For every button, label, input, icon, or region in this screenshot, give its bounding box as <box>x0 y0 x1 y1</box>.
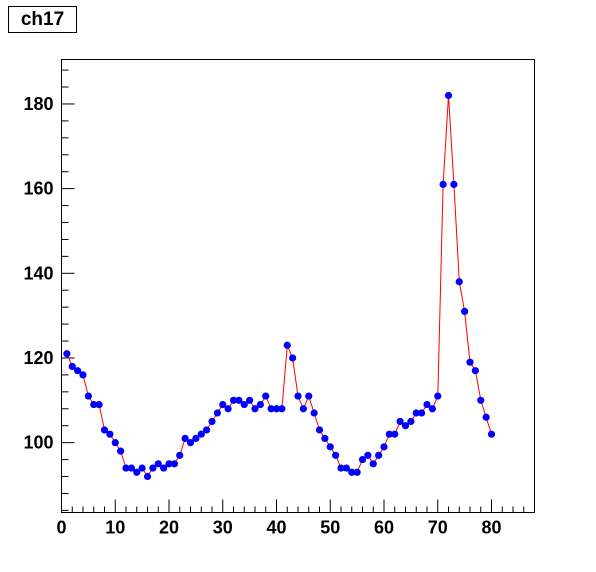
data-point <box>391 430 399 438</box>
data-point <box>262 392 270 400</box>
data-point <box>272 405 281 413</box>
data-point <box>283 341 291 349</box>
data-point <box>192 434 200 443</box>
data-point <box>423 400 431 409</box>
data-point <box>219 400 227 409</box>
data-point <box>434 392 442 400</box>
y-tick-label: 120 <box>23 348 53 368</box>
data-point <box>186 439 195 447</box>
data-point <box>133 468 141 476</box>
data-point <box>127 464 135 472</box>
data-point <box>487 430 496 438</box>
plot-frame <box>61 59 535 513</box>
data-point <box>482 413 490 421</box>
data-point <box>358 455 367 464</box>
x-tick-label: 60 <box>374 518 394 538</box>
data-point <box>315 426 324 434</box>
x-tick-label: 40 <box>266 518 286 538</box>
data-point <box>310 409 318 417</box>
data-point <box>278 405 286 413</box>
data-point <box>229 396 238 404</box>
series-line <box>66 95 492 478</box>
data-point <box>385 430 393 438</box>
data-point <box>100 426 109 434</box>
y-tick-label: 160 <box>23 179 53 199</box>
data-point <box>450 180 458 188</box>
data-point <box>197 430 205 438</box>
x-tick-label: 10 <box>105 518 125 538</box>
data-point <box>294 392 302 400</box>
x-tick-label: 80 <box>481 518 501 538</box>
data-point <box>246 396 254 404</box>
data-point <box>79 371 87 379</box>
data-point <box>154 460 162 468</box>
y-tick-label: 140 <box>23 263 53 283</box>
data-point <box>74 367 82 375</box>
data-point <box>256 400 264 409</box>
data-point <box>106 430 114 438</box>
data-point <box>380 443 388 451</box>
data-point <box>149 464 157 472</box>
data-point <box>95 400 103 409</box>
y-tick-label: 180 <box>23 94 53 114</box>
data-point <box>160 464 168 472</box>
data-point <box>143 472 152 481</box>
chart-title: ch17 <box>8 6 77 33</box>
data-point <box>477 396 485 404</box>
data-point <box>224 405 232 413</box>
data-point <box>369 460 377 468</box>
data-point <box>375 451 383 459</box>
y-tick-label: 100 <box>23 433 53 453</box>
data-point <box>251 405 259 413</box>
data-point <box>461 307 469 316</box>
data-point <box>138 464 146 472</box>
data-point <box>84 392 92 400</box>
data-point <box>122 464 130 472</box>
data-point <box>412 409 420 417</box>
data-point <box>165 460 173 468</box>
data-point <box>111 439 119 447</box>
data-point <box>407 417 415 426</box>
data-point <box>466 358 474 366</box>
data-point <box>326 443 334 451</box>
data-point <box>444 91 453 100</box>
data-point <box>364 451 372 459</box>
data-point <box>117 447 125 455</box>
data-point <box>299 405 307 413</box>
data-point <box>348 468 356 476</box>
data-point <box>332 451 340 459</box>
data-point <box>305 392 313 400</box>
data-point <box>170 460 178 468</box>
data-point <box>428 405 436 413</box>
data-point <box>203 426 211 434</box>
data-point <box>235 396 243 404</box>
data-point <box>213 409 221 417</box>
data-point <box>289 354 297 362</box>
x-tick-label: 30 <box>213 518 233 538</box>
data-point <box>342 464 350 472</box>
data-point <box>267 405 275 413</box>
x-tick-label: 0 <box>56 518 66 538</box>
data-point <box>208 417 216 426</box>
data-point <box>337 464 345 472</box>
data-point <box>90 400 98 409</box>
data-point <box>63 350 71 358</box>
data-point <box>240 400 248 409</box>
data-point <box>396 417 404 426</box>
x-tick-label: 70 <box>428 518 448 538</box>
data-point <box>418 409 426 417</box>
x-tick-label: 20 <box>159 518 179 538</box>
data-point <box>353 468 361 476</box>
data-point <box>181 434 189 443</box>
data-point <box>471 367 479 375</box>
data-point <box>401 422 410 430</box>
data-point <box>68 362 76 371</box>
data-point <box>455 278 463 286</box>
data-point <box>176 451 184 459</box>
x-tick-label: 50 <box>320 518 340 538</box>
data-point <box>439 180 447 188</box>
data-point <box>321 434 329 443</box>
